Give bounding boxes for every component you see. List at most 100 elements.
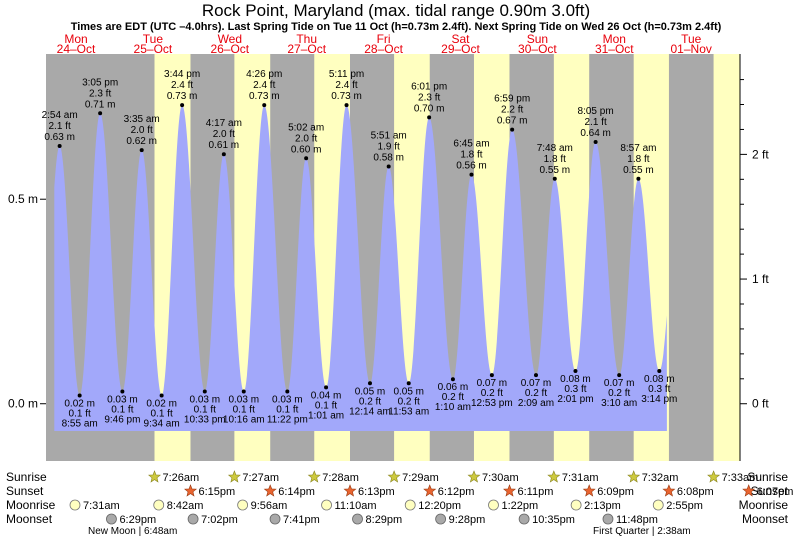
sunset-star-icon (503, 484, 516, 497)
day-date-label: 01–Nov (671, 42, 712, 56)
tide-point (406, 381, 411, 386)
sunrise-time: 7:31am (562, 472, 599, 484)
high-tide-feet: 2.1 ft (584, 117, 606, 128)
moonset-icon (106, 513, 117, 525)
tide-point (450, 377, 455, 382)
tide-point (533, 373, 538, 378)
high-tide-meters: 0.56 m (456, 161, 487, 172)
high-tide-feet: 2.4 ft (171, 80, 193, 91)
tide-point (241, 389, 246, 394)
sunrise-time: 7:30am (482, 472, 519, 484)
high-tide-time: 8:57 am (620, 143, 656, 154)
low-tide-time: 2:01 pm (557, 394, 593, 405)
sunset-time: 6:15pm (198, 486, 235, 498)
moonrise-time: 1:22pm (501, 500, 538, 512)
high-tide-feet: 2.4 ft (253, 80, 275, 91)
high-tide-feet: 2.0 ft (295, 133, 317, 144)
sunrise-star-icon (148, 470, 161, 483)
moonset-icon (187, 513, 199, 525)
moonset-time: 10:35pm (532, 514, 575, 526)
high-tide-meters: 0.71 m (85, 99, 116, 110)
sunrise-time: 7:26am (163, 472, 200, 484)
tide-point (593, 139, 598, 144)
moonrise-icon (488, 499, 499, 511)
high-tide-meters: 0.55 m (623, 165, 654, 176)
high-tide-time: 3:05 pm (82, 77, 118, 88)
chart-title: Rock Point, Maryland (max. tidal range 0… (202, 1, 590, 20)
day-date-label: 24–Oct (57, 42, 96, 56)
high-tide-feet: 2.1 ft (49, 121, 71, 132)
moonrise-time: 9:56am (251, 500, 288, 512)
sunrise-star-icon (467, 470, 481, 483)
low-tide-feet: 0.1 ft (233, 404, 255, 415)
tide-area (54, 105, 667, 431)
moonset-time: 11:48pm (616, 514, 658, 526)
low-tide-meters: 0.03 m (272, 394, 303, 405)
low-tide-time: 8:55 am (62, 419, 98, 430)
tide-point (489, 373, 494, 378)
day-date-label: 28–Oct (364, 42, 403, 56)
sunrise-time: 7:33am (722, 472, 759, 484)
low-tide-meters: 0.03 m (189, 394, 220, 405)
high-tide-meters: 0.55 m (539, 165, 570, 176)
tide-point (573, 369, 578, 374)
high-tide-meters: 0.70 m (414, 103, 445, 114)
tide-point (57, 144, 62, 149)
axes: 0.5 m 0.0 m 2 ft 1 ft 0 ft (8, 54, 769, 461)
high-tide-feet: 1.8 ft (460, 150, 482, 161)
high-tide-meters: 0.67 m (497, 116, 528, 127)
tide-point (98, 111, 103, 116)
high-tide-feet: 2.2 ft (501, 105, 523, 116)
sunrise-star-icon (707, 470, 721, 483)
high-tide-time: 6:59 pm (494, 94, 530, 105)
high-tide-time: 5:02 am (288, 122, 324, 133)
row-label-right-sunrise: Sunrise (747, 470, 788, 484)
high-tide-time: 8:05 pm (578, 106, 614, 117)
high-tide-time: 4:17 am (206, 118, 242, 129)
tide-point (221, 152, 226, 157)
low-tide-meters: 0.08 m (560, 374, 591, 385)
tide-point (469, 172, 474, 177)
day-date-label: 29–Oct (441, 42, 480, 56)
tide-point (304, 156, 309, 161)
moonrise-time: 11:10am (335, 500, 377, 512)
day-date-label: 26–Oct (210, 42, 249, 56)
sunrise-star-icon (627, 470, 641, 483)
day-of-week-label: Thu (296, 32, 317, 46)
high-tide-feet: 1.9 ft (378, 141, 400, 152)
sunset-time: 6:14pm (278, 486, 315, 498)
tide-point (552, 176, 557, 181)
y-tick-label-right: 0 ft (752, 397, 769, 411)
low-tide-time: 11:53 am (388, 406, 429, 417)
moonset-icon (352, 513, 363, 525)
low-tide-feet: 0.2 ft (442, 392, 464, 403)
day-labels: Mon24–OctTue25–OctWed26–OctThu27–OctFri2… (57, 32, 712, 56)
high-tide-meters: 0.73 m (249, 91, 280, 102)
low-tide-feet: 0.2 ft (608, 388, 630, 399)
sunrise-time: 7:28am (322, 472, 359, 484)
day-of-week-label: Fri (377, 32, 391, 46)
sunset-star-icon (423, 484, 437, 497)
day-of-week-label: Tue (143, 32, 164, 46)
moonrise-time: 7:31am (83, 500, 120, 512)
high-tide-meters: 0.61 m (209, 140, 240, 151)
high-tide-time: 5:51 am (371, 130, 407, 141)
tide-point (386, 164, 391, 169)
sunrise-time: 7:29am (402, 472, 439, 484)
sunrise-time: 7:32am (642, 472, 679, 484)
tide-point (344, 103, 349, 108)
day-of-week-label: Mon (64, 32, 87, 46)
row-label-left-sunrise: Sunrise (6, 470, 47, 484)
moonrise-icon (404, 499, 416, 511)
tide-point (617, 373, 622, 378)
moonset-time: 7:41pm (283, 514, 320, 526)
low-tide-meters: 0.02 m (146, 399, 177, 410)
y-tick-label-left: 0.0 m (8, 397, 38, 411)
high-tide-time: 3:35 am (124, 114, 160, 125)
high-tide-time: 4:26 pm (246, 69, 282, 80)
tide-point (120, 389, 125, 394)
high-tide-meters: 0.58 m (373, 152, 404, 163)
moonset-icon (602, 513, 614, 525)
sunset-star-icon (263, 484, 277, 497)
